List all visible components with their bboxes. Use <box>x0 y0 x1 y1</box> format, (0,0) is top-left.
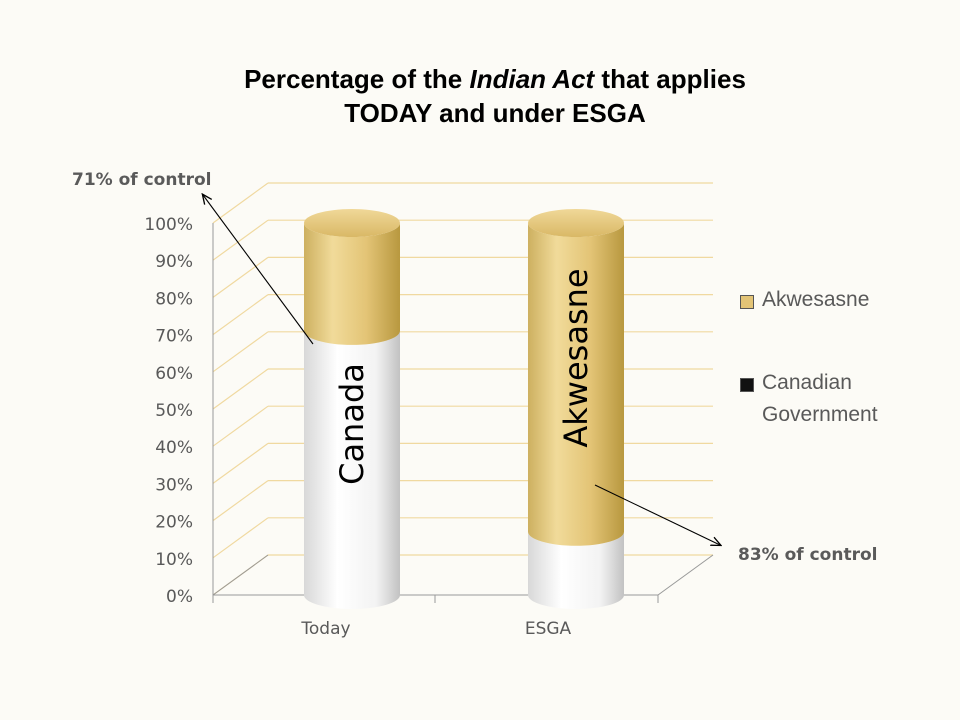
y-tick-label: 60% <box>155 364 193 384</box>
y-tick-label: 80% <box>155 289 193 309</box>
y-tick-labels: 0% 10% 20% 30% 40% 50% 60% 70% 80% 90% 100% <box>144 215 193 607</box>
y-tick-label: 50% <box>155 401 193 421</box>
legend-label-canadian-government: Canadian Government <box>762 371 878 426</box>
chart-title: Percentage of the Indian Act that applie… <box>0 62 960 130</box>
arrow-bottom <box>594 484 720 545</box>
axes <box>212 223 714 603</box>
annotation-bottom: 83% of control <box>738 545 878 565</box>
y-tick-label: 10% <box>155 550 193 570</box>
gridline-side <box>212 256 269 298</box>
gridline-side <box>212 405 269 447</box>
annotation-top: 71% of control <box>72 170 212 190</box>
legend-swatch-akwesasne <box>740 295 754 309</box>
gridline-side <box>212 480 269 522</box>
y-tick-label: 100% <box>144 215 193 235</box>
x-tick-label: Today <box>300 619 350 639</box>
title-line1-italic: Indian Act <box>469 64 595 94</box>
bar-segment-akwesasne <box>304 223 400 345</box>
bar-top-cap <box>304 209 400 237</box>
x-tick-label: ESGA <box>525 619 572 639</box>
arrow-top <box>203 195 314 345</box>
floor-edge-left <box>212 554 269 596</box>
gridline-side <box>212 294 269 336</box>
floor-edge <box>657 554 714 596</box>
gridlines <box>212 182 713 596</box>
gridline-side <box>212 219 269 261</box>
gridline-side <box>212 182 269 224</box>
y-tick-label: 30% <box>155 475 193 495</box>
bars: Canada Akwesasne <box>304 209 624 609</box>
bar-segment-canadian-government <box>304 330 400 609</box>
y-tick-label: 20% <box>155 513 193 533</box>
bar-label-akwesasne: Akwesasne <box>557 268 595 447</box>
gridline-side <box>212 368 269 410</box>
y-tick-label: 70% <box>155 327 193 347</box>
legend-swatch-canadian-government <box>740 378 754 392</box>
gridline-side <box>212 517 269 559</box>
gridline-side <box>212 442 269 484</box>
title-line1-pre: Percentage of the <box>244 64 470 94</box>
bar-segment-akwesasne <box>528 223 624 546</box>
title-line2: TODAY and under ESGA <box>344 98 646 128</box>
y-tick-label: 40% <box>155 438 193 458</box>
bar-top-cap <box>528 209 624 237</box>
title-line1-post: that applies <box>594 64 746 94</box>
y-tick-label: 0% <box>166 587 193 607</box>
gridline-side <box>212 331 269 373</box>
annotation-arrows <box>203 195 720 545</box>
legend-label-akwesasne: Akwesasne <box>762 288 870 311</box>
bar-label-canada: Canada <box>333 363 371 485</box>
bar-segment-canadian-government <box>528 531 624 609</box>
x-tick-labels: Today ESGA <box>300 619 571 639</box>
y-tick-label: 90% <box>155 252 193 272</box>
